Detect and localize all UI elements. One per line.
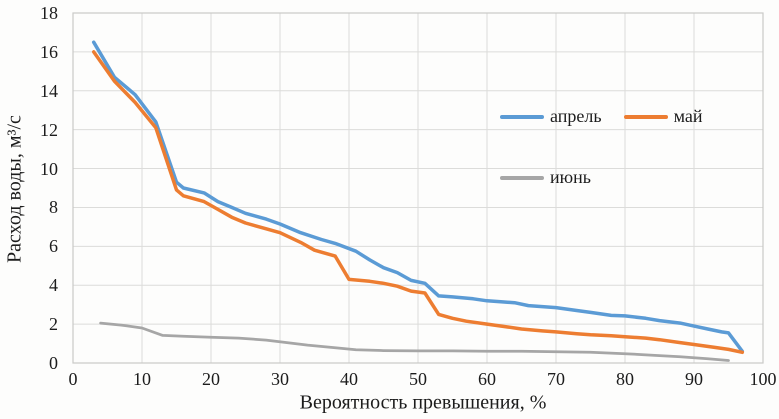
- x-tick-label: 80: [616, 369, 634, 389]
- legend-swatch-may-icon: [623, 114, 668, 119]
- legend-item-april[interactable]: апрель: [500, 106, 602, 127]
- legend-label-june: июнь: [550, 167, 591, 187]
- legend-label-may: май: [673, 106, 703, 126]
- legend-swatch-april-icon: [500, 114, 544, 119]
- legend-row-1: апрель май: [500, 106, 702, 127]
- x-tick-label: 50: [409, 369, 427, 389]
- x-tick-label: 0: [68, 369, 78, 389]
- y-tick-label: 0: [49, 353, 58, 373]
- legend-item-may[interactable]: май: [623, 106, 703, 127]
- y-tick-label: 16: [40, 41, 58, 62]
- series-line-may[interactable]: [91, 50, 745, 355]
- y-tick-label: 4: [49, 275, 58, 296]
- x-tick-label: 70: [547, 369, 565, 389]
- legend-item-june[interactable]: июнь: [500, 167, 591, 188]
- legend: апрель май июнь: [500, 106, 702, 188]
- y-tick-label: 10: [40, 158, 58, 179]
- x-tick-label: 30: [271, 369, 289, 389]
- legend-row-2: июнь: [500, 167, 702, 188]
- y-tick-label: 8: [49, 197, 58, 218]
- legend-label-april: апрель: [550, 106, 602, 126]
- x-axis-title: Вероятность превышения, %: [299, 391, 547, 414]
- y-tick-label: 14: [40, 80, 58, 101]
- x-tick-label: 100: [749, 369, 777, 389]
- plot-border: [72, 12, 764, 364]
- series-line-april[interactable]: [91, 40, 745, 354]
- x-tick-label: 20: [202, 369, 220, 389]
- x-tick-label: 90: [685, 369, 703, 389]
- y-tick-label: 2: [49, 314, 58, 335]
- y-axis-title: Расход воды, м³/с: [3, 115, 26, 263]
- x-tick-label: 10: [133, 369, 151, 389]
- y-tick-label: 6: [49, 236, 58, 257]
- y-tick-label: 12: [40, 119, 58, 140]
- x-tick-label: 60: [478, 369, 496, 389]
- series-line-june[interactable]: [99, 321, 730, 362]
- legend-swatch-june-icon: [500, 175, 544, 180]
- y-tick-label: 18: [40, 3, 58, 23]
- x-tick-label: 40: [340, 369, 358, 389]
